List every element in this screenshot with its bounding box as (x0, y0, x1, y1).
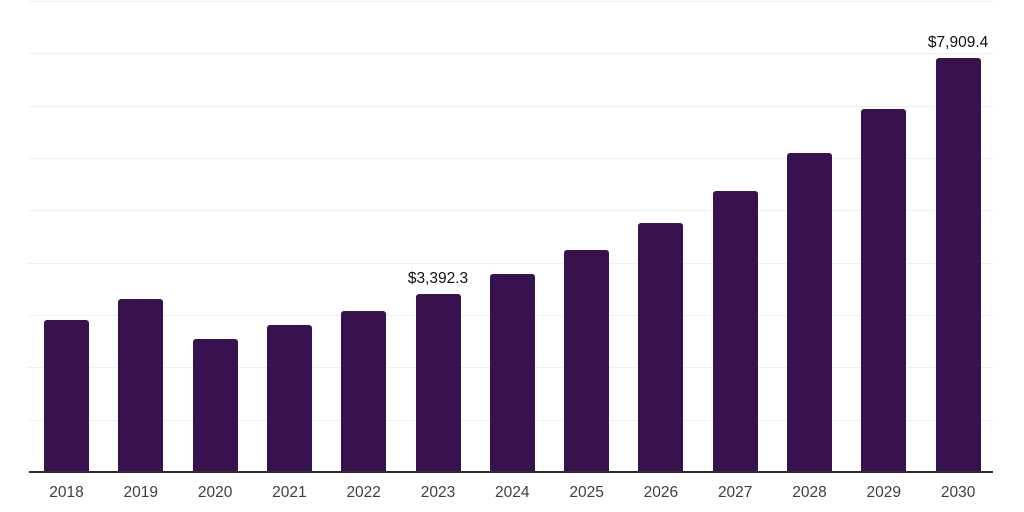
bar-2018 (44, 320, 89, 472)
bar-2030 (935, 58, 981, 472)
x-tick-label-2025: 2025 (569, 484, 604, 501)
x-tick-label-2023: 2023 (420, 484, 456, 501)
bar-2019 (118, 299, 164, 472)
x-axis-line (29, 471, 993, 473)
x-tick-label-2020: 2020 (197, 484, 233, 501)
gridline (29, 1, 993, 2)
x-tick-label-2028: 2028 (792, 484, 827, 501)
x-tick-label-2030: 2030 (940, 484, 976, 501)
data-label-2023: $3,392.3 (407, 270, 469, 288)
bar-2026 (638, 223, 684, 472)
bar-2027 (712, 191, 758, 472)
data-label-2030: $7,909.4 (927, 34, 989, 52)
x-tick-label-2024: 2024 (495, 484, 530, 501)
bar-2020 (192, 338, 238, 472)
bar-2022 (341, 310, 387, 472)
x-tick-label-2029: 2029 (866, 484, 902, 501)
gridline (29, 106, 993, 107)
x-tick-label-2027: 2027 (717, 484, 753, 501)
x-tick-label-2022: 2022 (346, 484, 381, 501)
x-tick-label-2026: 2026 (643, 484, 679, 501)
bar-2023 (415, 294, 461, 472)
gridline (29, 53, 993, 54)
bar-2029 (861, 109, 907, 472)
bar-2025 (564, 250, 610, 472)
gridline (29, 158, 993, 159)
x-tick-label-2018: 2018 (49, 484, 84, 501)
gridline (29, 210, 993, 211)
x-tick-label-2019: 2019 (123, 484, 159, 501)
x-tick-label-2021: 2021 (272, 484, 307, 501)
bar-2021 (266, 325, 312, 472)
gridline (29, 263, 993, 264)
bar-2024 (489, 273, 535, 472)
bar-2028 (787, 152, 832, 472)
